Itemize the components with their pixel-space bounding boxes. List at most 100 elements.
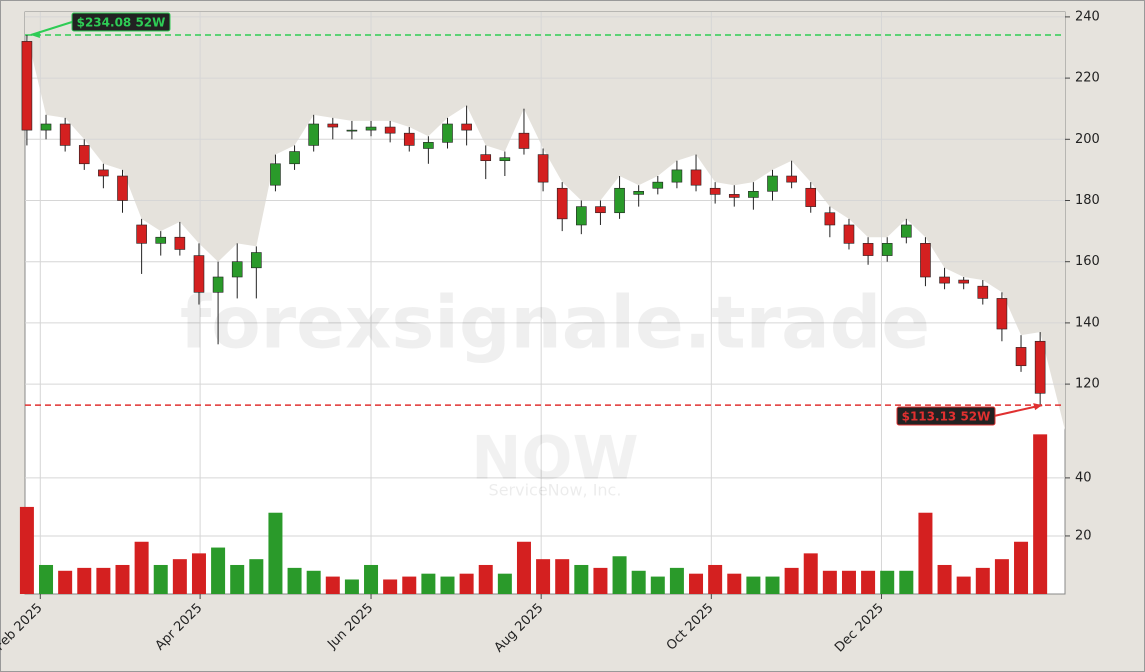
candle-body xyxy=(862,243,874,256)
volume-bar xyxy=(861,570,876,594)
candle-body xyxy=(98,169,109,177)
watermark: forexsignale.trade xyxy=(180,281,930,365)
candle-body xyxy=(824,212,836,226)
candle-body xyxy=(193,255,205,293)
volume-bar xyxy=(1014,541,1029,594)
volume-bar xyxy=(364,564,379,594)
volume-bar xyxy=(268,512,283,594)
volume-bar xyxy=(306,570,321,594)
annotation-label: $113.13 52W xyxy=(902,410,991,424)
volume-bar xyxy=(765,576,780,594)
volume-bar xyxy=(249,559,264,594)
candle-body xyxy=(59,123,71,146)
candle-body xyxy=(136,224,147,244)
price-envelope xyxy=(25,12,1065,430)
volume-bar xyxy=(631,570,646,594)
volume-bar xyxy=(994,559,1009,594)
volume-bar xyxy=(1033,434,1048,594)
y-tick-label: 180 xyxy=(1075,193,1100,208)
candle-body xyxy=(748,191,759,198)
volume-bar xyxy=(440,576,455,594)
y-tick-label: 160 xyxy=(1075,254,1100,269)
candle-body xyxy=(461,123,472,131)
volume-bar xyxy=(937,564,952,594)
volume-bar xyxy=(421,573,436,594)
volume-bar xyxy=(536,559,551,594)
candle-body xyxy=(939,276,950,284)
candle-body xyxy=(403,132,415,146)
volume-bar xyxy=(822,570,837,594)
candle-body xyxy=(614,187,625,214)
volume-bar xyxy=(899,570,914,594)
candle-body xyxy=(767,175,778,192)
volume-tick-label: 20 xyxy=(1075,528,1092,543)
candle-body xyxy=(308,123,319,146)
volume-bar xyxy=(593,567,608,594)
annotation-arrowhead xyxy=(30,31,40,39)
candle-body xyxy=(920,243,931,278)
volume-bar xyxy=(555,559,570,594)
volume-bar xyxy=(956,576,971,594)
volume-bar xyxy=(211,547,226,594)
candle-body xyxy=(690,169,702,186)
volume-bar xyxy=(516,541,531,594)
volume-bar xyxy=(497,573,512,594)
volume-bar xyxy=(841,570,856,594)
volume-bar xyxy=(708,564,723,594)
annotation-arrowhead xyxy=(1033,403,1043,411)
y-tick-label: 240 xyxy=(1075,9,1100,24)
volume-bar xyxy=(383,579,398,594)
candle-body xyxy=(1034,340,1046,394)
candle-body xyxy=(155,236,167,244)
y-tick-label: 120 xyxy=(1075,377,1100,392)
volume-bar xyxy=(689,573,704,594)
volume-bar xyxy=(325,576,340,594)
y-tick-label: 140 xyxy=(1075,315,1100,330)
candle-body xyxy=(270,163,281,186)
candle-body xyxy=(174,236,186,250)
candle-body xyxy=(518,132,530,149)
candle-body xyxy=(805,187,817,207)
annotation-label: $234.08 52W xyxy=(77,16,166,30)
volume-bar xyxy=(650,576,665,594)
volume-bar xyxy=(975,567,990,594)
y-tick-label: 220 xyxy=(1075,71,1100,86)
candle-body xyxy=(442,123,453,143)
volume-bar xyxy=(287,567,302,594)
candle-body xyxy=(881,243,893,256)
candle-body xyxy=(251,252,262,269)
volume-bar xyxy=(727,573,742,594)
candle-body xyxy=(423,142,434,149)
candle-body xyxy=(78,145,90,165)
candle-body xyxy=(576,206,587,226)
volume-bar xyxy=(134,541,149,594)
candle-body xyxy=(327,123,339,128)
volume-bar xyxy=(918,512,933,594)
candle-body xyxy=(633,191,644,195)
company-watermark: ServiceNow, Inc. xyxy=(489,481,622,500)
volume-bar xyxy=(77,567,92,594)
annotation-box xyxy=(896,406,996,426)
candle-body xyxy=(843,224,855,244)
candle-body xyxy=(231,261,243,278)
candle-body xyxy=(709,187,721,195)
volume-bar xyxy=(58,570,73,594)
candle-body xyxy=(537,154,549,183)
candle-body xyxy=(365,126,377,131)
candle-body xyxy=(977,285,989,299)
candle-body xyxy=(671,169,683,183)
candle-body xyxy=(901,224,912,238)
candle-body xyxy=(958,279,969,284)
volume-bar xyxy=(96,567,111,594)
candle-body xyxy=(1015,347,1027,367)
volume-bar xyxy=(478,564,493,594)
volume-bar xyxy=(191,553,206,594)
volume-bar xyxy=(172,559,187,594)
volume-bar xyxy=(230,564,245,594)
candle-body xyxy=(21,41,33,131)
candle-body xyxy=(40,123,52,131)
candle-body xyxy=(996,298,1008,330)
candle-body xyxy=(289,151,300,165)
y-tick-label: 200 xyxy=(1075,132,1100,147)
